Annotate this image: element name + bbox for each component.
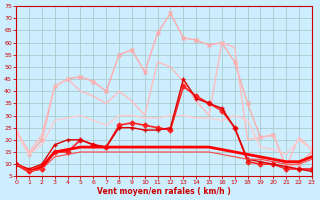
X-axis label: Vent moyen/en rafales ( km/h ): Vent moyen/en rafales ( km/h ) [97,187,231,196]
